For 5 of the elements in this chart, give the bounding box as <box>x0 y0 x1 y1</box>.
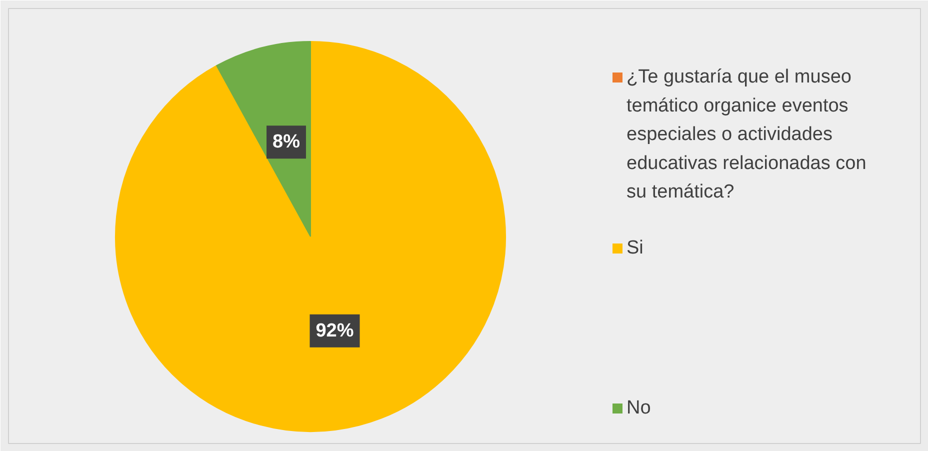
legend-label: ¿Te gustaría que el museo temático organice eventos especiales o actividades educativas relacionadas con su temática? <box>626 66 866 203</box>
legend-label: Si <box>626 238 644 258</box>
legend-label: No <box>626 398 651 418</box>
data-label: 8% <box>272 132 300 153</box>
data-label: 92% <box>316 320 354 342</box>
